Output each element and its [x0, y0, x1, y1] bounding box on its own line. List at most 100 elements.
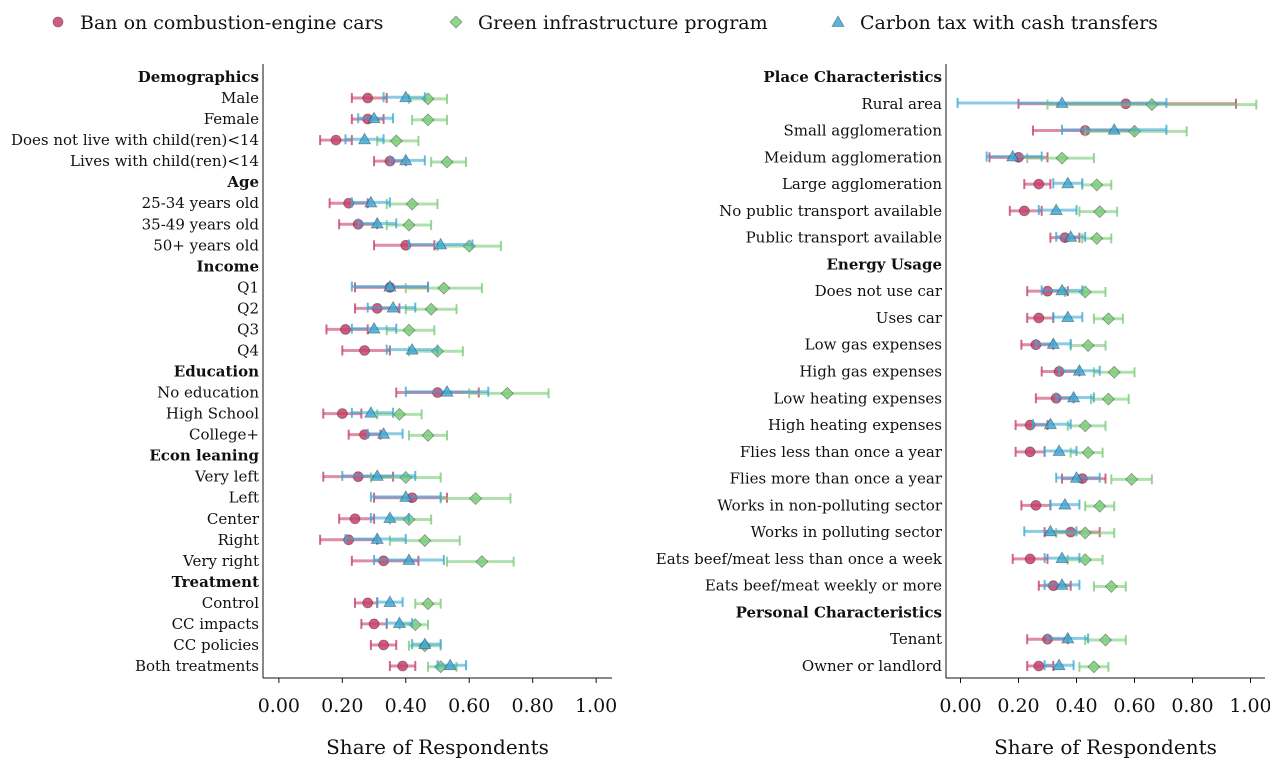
panel-1-row-label: High gas expenses — [799, 363, 942, 381]
point-green — [421, 92, 435, 106]
panel-0-row-label: Very left — [194, 468, 259, 486]
panel-1-row-label: Uses car — [876, 309, 943, 327]
panel-0-row-label: No education — [157, 384, 259, 402]
panel-0-x-axis-label: Share of Respondents — [326, 735, 549, 759]
legend-label-ban: Ban on combustion-engine cars — [80, 12, 383, 34]
panel-1-row-label: No public transport available — [719, 202, 942, 220]
point-green — [405, 197, 419, 211]
point-tax — [383, 279, 397, 292]
point-green — [1093, 499, 1107, 513]
panel-1-group-header: Personal Characteristics — [736, 603, 942, 621]
point-tax — [1055, 283, 1069, 296]
point-green — [1081, 338, 1095, 353]
panel-0-row-label: 35-49 years old — [142, 215, 260, 233]
point-tax — [392, 616, 407, 629]
panel-0-group-header: Age — [226, 173, 259, 191]
point-green — [424, 302, 438, 316]
panel-1-row-label: Low heating expenses — [773, 389, 942, 407]
point-green — [1055, 151, 1069, 165]
panel-0-row-label: Does not live with child(ren)<14 — [11, 131, 259, 149]
panel-0-x-tick-label: 0.40 — [385, 695, 427, 717]
panel-0-row-label: College+ — [189, 426, 259, 444]
point-green — [402, 323, 416, 337]
point-tax — [376, 427, 391, 439]
panel-0-row-label: CC impacts — [172, 615, 259, 633]
panel-0-row-label: 50+ years old — [153, 236, 259, 254]
panel-1-row-label: Owner or landlord — [802, 657, 943, 675]
point-ban — [1030, 499, 1042, 511]
point-ban — [1033, 178, 1045, 190]
point-ban — [1033, 312, 1045, 324]
panel-0-row-label: Lives with child(ren)<14 — [70, 152, 259, 170]
point-green — [440, 155, 454, 169]
panel-1-row-label: Public transport available — [746, 229, 943, 247]
panel-1-row-label: Flies less than once a year — [740, 443, 943, 461]
point-tax — [383, 595, 397, 607]
legend-label-tax: Carbon tax with cash transfers — [860, 12, 1158, 34]
point-green — [1145, 98, 1159, 112]
point-tax — [1052, 444, 1066, 456]
point-tax — [367, 111, 381, 124]
point-tax — [1061, 631, 1075, 644]
panel-0-x-tick-label: 0.20 — [321, 695, 363, 717]
panel-0-group-header: Demographics — [138, 68, 259, 86]
panel-0-row-label: Right — [218, 531, 259, 549]
point-green — [1090, 178, 1104, 192]
panel-0-x-tick-label: 0.60 — [448, 695, 490, 717]
panel-0-x-tick-label: 1.00 — [575, 695, 617, 717]
point-green — [1078, 553, 1092, 567]
point-tax — [402, 553, 416, 565]
point-green — [1090, 231, 1104, 246]
panel-1-row-label: Low gas expenses — [805, 336, 942, 354]
point-green — [1107, 365, 1121, 379]
point-ban — [397, 660, 409, 672]
point-green — [392, 407, 406, 421]
panel-1-x-tick-label: 1.00 — [1229, 695, 1270, 717]
point-tax — [1052, 658, 1066, 671]
panel-0-row-label: Q4 — [237, 341, 259, 359]
panel-0-row-label: Both treatments — [135, 657, 259, 675]
panel-1-row-label: Eats beef/meat less than once a week — [656, 550, 943, 568]
panel-0-group-header: Treatment — [172, 573, 259, 591]
panel-0-group-header: Income — [197, 257, 259, 275]
point-green — [421, 428, 435, 442]
point-tax — [1055, 551, 1069, 564]
panel-0-row-label: Q1 — [237, 278, 259, 296]
point-green — [437, 281, 451, 295]
point-tax — [440, 384, 454, 397]
point-green — [421, 597, 435, 611]
panel-1-group-header: Place Characteristics — [763, 68, 942, 86]
legend-marker-green — [449, 15, 463, 29]
point-green — [475, 555, 489, 569]
point-tax — [399, 153, 413, 166]
point-tax — [357, 132, 372, 145]
point-green — [434, 660, 448, 674]
point-tax — [418, 637, 432, 650]
point-tax — [433, 237, 448, 250]
point-green — [399, 470, 413, 485]
point-green — [402, 218, 416, 232]
panel-0-row-label: Very right — [182, 552, 259, 570]
point-tax — [364, 405, 378, 418]
point-green — [1078, 285, 1092, 299]
point-tax — [1061, 310, 1075, 323]
panel-0-row-label: Male — [221, 89, 259, 107]
panel-1-row-label: High heating expenses — [768, 416, 942, 434]
point-green — [418, 534, 432, 548]
panel-1-row-label: Rural area — [861, 95, 942, 113]
point-tax — [405, 342, 419, 355]
point-ban — [1024, 446, 1036, 458]
point-tax — [1043, 524, 1058, 537]
point-tax — [1064, 230, 1078, 242]
point-ban — [349, 513, 361, 525]
point-tax — [1055, 578, 1069, 590]
point-tax — [399, 90, 413, 103]
point-tax — [1006, 149, 1020, 162]
point-tax — [1069, 470, 1084, 483]
point-green — [1104, 579, 1118, 594]
panel-1-x-axis-label: Share of Respondents — [994, 735, 1217, 759]
point-green — [1101, 392, 1115, 406]
panel-1-x-tick-label: 0.60 — [1113, 695, 1155, 717]
point-ban — [1018, 205, 1030, 217]
